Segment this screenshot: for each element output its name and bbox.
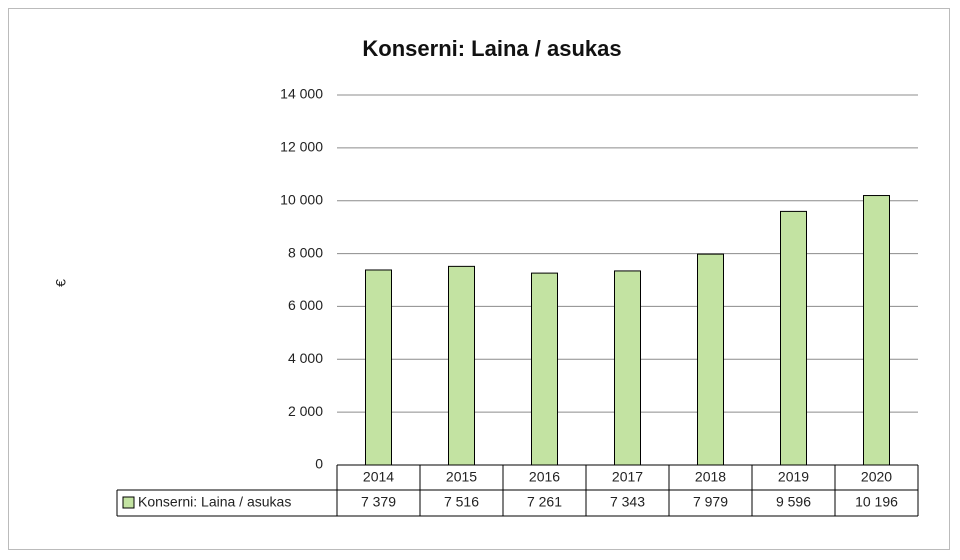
x-tick-label: 2018 — [695, 469, 726, 485]
bar — [697, 253, 724, 466]
bar — [780, 210, 807, 466]
chart-title: Konserni: Laina / asukas — [362, 36, 621, 61]
bar — [863, 195, 890, 466]
legend-label: Konserni: Laina / asukas — [138, 494, 291, 510]
bar — [531, 272, 558, 466]
bar — [365, 269, 392, 466]
y-tick-label: 0 — [315, 456, 323, 472]
y-tick-label: 8 000 — [288, 244, 323, 260]
table-value: 10 196 — [855, 494, 898, 510]
table-value: 7 379 — [361, 494, 396, 510]
y-tick-label: 10 000 — [280, 191, 323, 207]
y-tick-label: 14 000 — [280, 86, 323, 102]
y-axis-label: € — [53, 279, 69, 287]
x-tick-label: 2016 — [529, 469, 560, 485]
table-value: 7 516 — [444, 494, 479, 510]
table-value: 7 979 — [693, 494, 728, 510]
table-value: 7 343 — [610, 494, 645, 510]
bar — [614, 270, 641, 466]
y-tick-label: 4 000 — [288, 350, 323, 366]
x-tick-label: 2019 — [778, 469, 809, 485]
y-tick-label: 2 000 — [288, 403, 323, 419]
x-tick-label: 2020 — [861, 469, 892, 485]
bar — [448, 265, 475, 466]
x-tick-label: 2017 — [612, 469, 643, 485]
legend-swatch — [122, 496, 135, 509]
y-tick-label: 12 000 — [280, 139, 323, 155]
table-value: 7 261 — [527, 494, 562, 510]
x-tick-label: 2015 — [446, 469, 477, 485]
table-value: 9 596 — [776, 494, 811, 510]
x-tick-label: 2014 — [363, 469, 394, 485]
y-tick-label: 6 000 — [288, 297, 323, 313]
